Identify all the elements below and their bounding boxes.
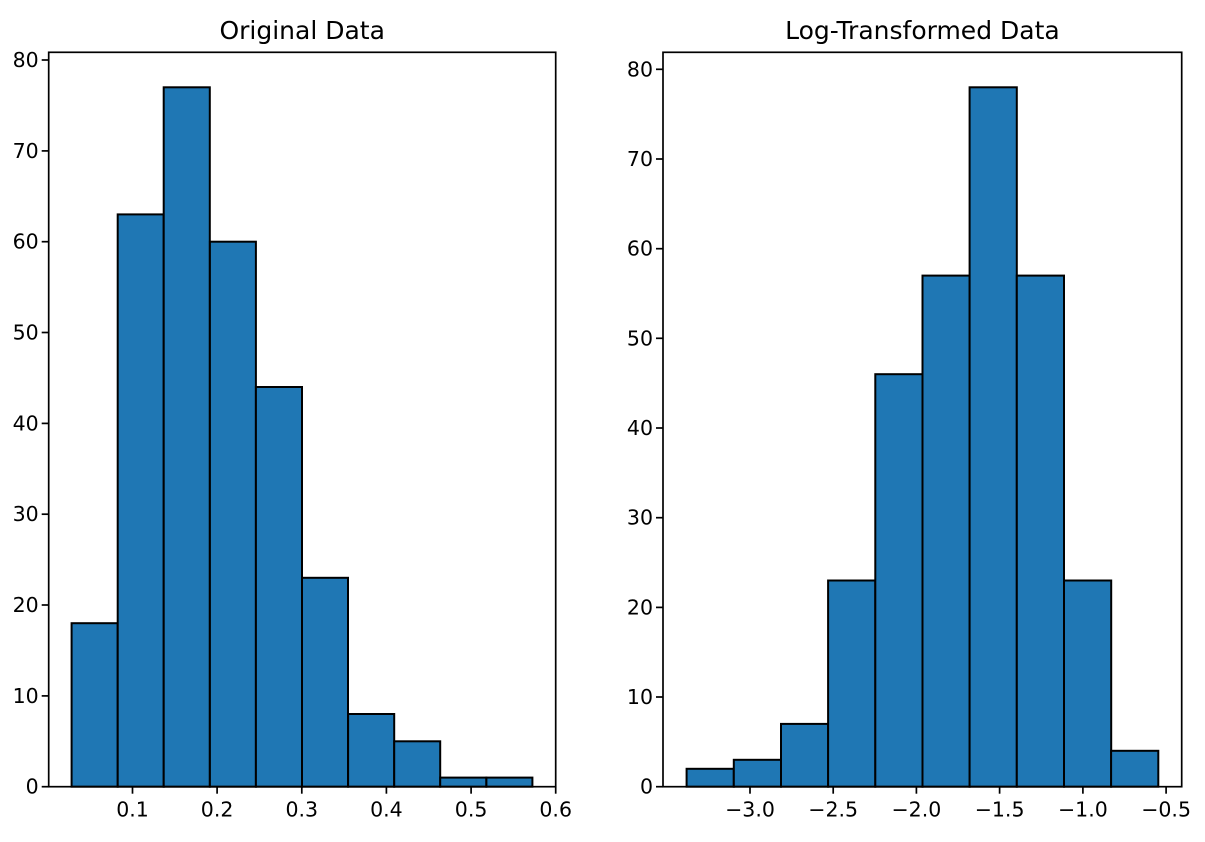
y-tick-label: 60 (627, 237, 653, 261)
y-tick-label: 40 (627, 416, 653, 440)
x-tick-label: 0.2 (201, 798, 234, 822)
hist-bar (393, 740, 442, 788)
hist-bar (208, 240, 257, 788)
x-tick-label: 0.3 (285, 798, 318, 822)
x-tick-label: −0.5 (1141, 798, 1191, 822)
y-tick-label: 80 (13, 48, 39, 72)
y-tick-label: 50 (627, 326, 653, 350)
y-tick-label: 0 (640, 775, 653, 799)
x-tick-label: 0.6 (539, 798, 572, 822)
hist-bar (162, 86, 211, 788)
chart-title-original-data: Original Data (219, 16, 385, 45)
hist-bar (116, 213, 165, 788)
x-tick-label: 0.5 (455, 798, 488, 822)
hist-bar (347, 713, 396, 788)
chart-title-log-transformed-data: Log-Transformed Data (785, 16, 1060, 45)
hist-bar (685, 767, 735, 788)
y-axis: 0 10 20 30 40 50 60 70 80 (627, 57, 663, 799)
y-tick-label: 40 (13, 411, 39, 435)
x-tick-label: −2.5 (808, 798, 858, 822)
x-tick-label: 0.1 (116, 798, 149, 822)
y-tick-label: 70 (13, 139, 39, 163)
hist-bar (1015, 274, 1065, 788)
axes-spines (662, 51, 1183, 788)
hist-bar (70, 622, 119, 788)
axes-0: 0.1 0.2 0.3 0.4 0.5 0.6 0 10 20 30 40 50 60 70 80 (13, 48, 572, 822)
y-tick-label: 0 (26, 775, 39, 799)
hist-bar (1063, 579, 1113, 788)
hist-bar (254, 386, 303, 788)
y-tick-label: 10 (13, 684, 39, 708)
hist-bar (439, 776, 488, 788)
x-axis: 0.1 0.2 0.3 0.4 0.5 0.6 (116, 786, 572, 822)
y-tick-label: 80 (627, 57, 653, 81)
y-tick-label: 60 (13, 230, 39, 254)
histogram-bars (685, 86, 1160, 788)
x-tick-label: 0.4 (370, 798, 403, 822)
x-tick-label: −3.0 (725, 798, 775, 822)
y-tick-label: 30 (13, 502, 39, 526)
histogram-bars (70, 86, 534, 788)
axes-1: −3.0 −2.5 −2.0 −1.5 −1.0 −0.5 0 10 20 30 40 50 60 70 8… (627, 51, 1191, 822)
y-tick-label: 50 (13, 321, 39, 345)
hist-bar (732, 758, 782, 788)
hist-bar (485, 776, 534, 788)
hist-bar (968, 86, 1018, 788)
y-axis: 0 10 20 30 40 50 60 70 80 (13, 48, 49, 799)
x-tick-label: −1.0 (1058, 798, 1108, 822)
hist-bar (1110, 749, 1160, 788)
y-tick-label: 20 (627, 595, 653, 619)
x-tick-label: −2.0 (892, 798, 942, 822)
y-tick-label: 10 (627, 685, 653, 709)
y-tick-label: 20 (13, 593, 39, 617)
hist-bar (780, 722, 830, 788)
hist-bar (921, 274, 971, 788)
x-axis: −3.0 −2.5 −2.0 −1.5 −1.0 −0.5 (725, 786, 1191, 822)
y-tick-label: 30 (627, 506, 653, 530)
y-tick-label: 70 (627, 147, 653, 171)
x-tick-label: −1.5 (975, 798, 1025, 822)
hist-bar (301, 576, 349, 788)
hist-bar (874, 373, 924, 788)
hist-bar (827, 579, 877, 788)
